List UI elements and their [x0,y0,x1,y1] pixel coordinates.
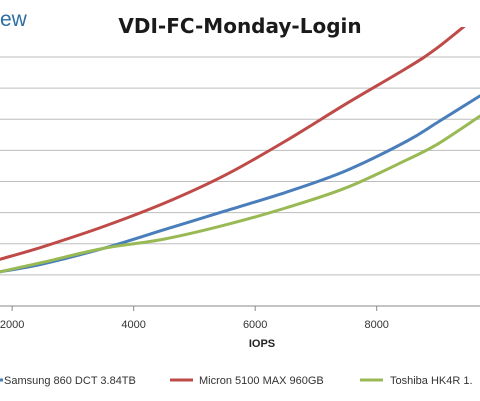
gridlines [0,56,480,307]
chart-title: VDI-FC-Monday-Login [118,14,361,38]
legend-label-0: Samsung 860 DCT 3.84TB [4,375,136,387]
series-line-2 [0,114,480,274]
x-axis-label: IOPS [249,338,275,350]
x-tick-label-2000: 2000 [0,319,24,331]
logo-text: ew [0,8,28,31]
legend: Samsung 860 DCT 3.84TB Micron 5100 MAX 96… [0,375,473,387]
x-tick-label-6000: 6000 [243,319,267,331]
series-line-0 [0,94,480,274]
series-line-1 [0,27,466,261]
legend-label-1: Micron 5100 MAX 960GB [199,375,324,387]
x-tick-label-8000: 8000 [364,319,388,331]
legend-label-2: Toshiba HK4R 1. [390,375,473,387]
series-layer [0,27,480,274]
x-tick-label-4000: 4000 [121,319,145,331]
x-tick-labels: 2000 4000 6000 8000 [0,306,389,331]
